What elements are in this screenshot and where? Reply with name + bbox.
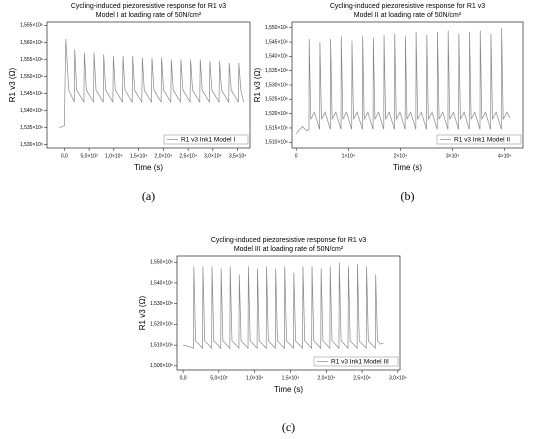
- x-tick-label: 3×10⁴: [446, 153, 459, 159]
- x-tick-label: 0,0: [180, 375, 187, 381]
- x-tick-label: 1,5×10⁴: [130, 153, 148, 159]
- y-axis-label: R1 v3 (Ω): [253, 67, 262, 102]
- data-line: [59, 39, 244, 128]
- x-tick-label: 1,0×10⁴: [105, 153, 123, 159]
- legend-label: R1 v3 Ink1 Model I: [181, 137, 235, 144]
- x-tick-label: 1,0×10⁴: [246, 375, 264, 381]
- y-tick-label: 1,550×10⁶: [265, 25, 288, 31]
- legend-box: [313, 356, 399, 367]
- y-tick-label: 1,515×10⁶: [265, 125, 288, 131]
- data-line: [295, 27, 511, 134]
- panel-caption: (a): [142, 189, 155, 203]
- y-tick-label: 1,535×10⁶: [20, 125, 43, 131]
- y-tick-label: 1,535×10⁶: [265, 68, 288, 74]
- y-tick-label: 1,545×10⁶: [265, 39, 288, 45]
- y-tick-label: 1,510×10⁶: [265, 140, 288, 146]
- legend-label: R1 v3 Ink1 Model III: [331, 359, 389, 366]
- y-tick-label: 1,520×10⁶: [150, 322, 173, 328]
- panel-caption: (c): [282, 420, 295, 434]
- y-tick-label: 1,565×10⁶: [20, 23, 43, 29]
- chart-subtitle: Model I at loading rate of 50N/cm²: [96, 12, 202, 19]
- chart-title: Cycling-induced piezoresistive response …: [71, 3, 226, 10]
- x-axis-label: Time (s): [393, 163, 422, 172]
- y-tick-label: 1,540×10⁶: [265, 54, 288, 60]
- x-tick-label: 0: [295, 153, 298, 159]
- y-tick-label: 1,500×10⁶: [150, 363, 173, 369]
- legend-box: [436, 134, 522, 145]
- data-line: [183, 262, 384, 350]
- y-tick-label: 1,550×10⁶: [20, 74, 43, 80]
- legend-box: [163, 134, 249, 145]
- chart-subtitle: Model II at loading rate of 50N/cm²: [354, 12, 462, 19]
- x-tick-label: 3,5×10⁴: [229, 153, 247, 159]
- x-tick-label: 2,5×10⁴: [353, 375, 371, 381]
- y-tick-label: 1,550×10⁶: [150, 260, 173, 266]
- y-tick-label: 1,520×10⁶: [265, 111, 288, 117]
- legend-label: R1 v3 Ink1 Model II: [454, 137, 510, 144]
- y-tick-label: 1,525×10⁶: [265, 97, 288, 103]
- y-tick-label: 1,530×10⁶: [265, 82, 288, 88]
- x-tick-label: 3,0×10⁴: [389, 375, 407, 381]
- x-tick-label: 5,0×10³: [81, 153, 98, 159]
- y-tick-label: 1,555×10⁶: [20, 57, 43, 63]
- y-axis-label: R1 v3 (Ω): [8, 67, 17, 102]
- x-axis-label: Time (s): [274, 385, 303, 394]
- x-tick-label: 2,0×10⁴: [317, 375, 335, 381]
- chart-title: Cycling-induced piezoresistive response …: [330, 3, 485, 10]
- plot-frame: [291, 21, 524, 149]
- y-tick-label: 1,545×10⁶: [20, 91, 43, 97]
- chart-subtitle: Model III at loading rate of 50N/cm²: [234, 246, 344, 253]
- y-tick-label: 1,540×10⁶: [20, 108, 43, 114]
- y-axis-label: R1 v3 (Ω): [138, 295, 147, 330]
- x-axis-label: Time (s): [134, 163, 163, 172]
- x-tick-label: 0,0: [61, 153, 68, 159]
- x-tick-label: 1×10⁴: [342, 153, 355, 159]
- x-tick-label: 4×10⁴: [498, 153, 511, 159]
- plot-frame: [46, 21, 251, 149]
- x-tick-label: 5,0×10³: [210, 375, 227, 381]
- y-tick-label: 1,510×10⁶: [150, 342, 173, 348]
- x-tick-label: 2,0×10⁴: [155, 153, 173, 159]
- y-tick-label: 1,530×10⁶: [150, 301, 173, 307]
- x-tick-label: 1,5×10⁴: [282, 375, 300, 381]
- plot-frame: [176, 255, 401, 371]
- chart-title: Cycling-induced piezoresistive response …: [211, 237, 366, 244]
- x-tick-label: 3,0×10⁴: [204, 153, 222, 159]
- y-tick-label: 1,560×10⁶: [20, 40, 43, 46]
- x-tick-label: 2×10⁴: [394, 153, 407, 159]
- y-tick-label: 1,540×10⁶: [150, 280, 173, 286]
- x-tick-label: 2,5×10⁴: [179, 153, 197, 159]
- y-tick-label: 1,530×10⁶: [20, 142, 43, 148]
- panel-caption: (b): [401, 189, 415, 203]
